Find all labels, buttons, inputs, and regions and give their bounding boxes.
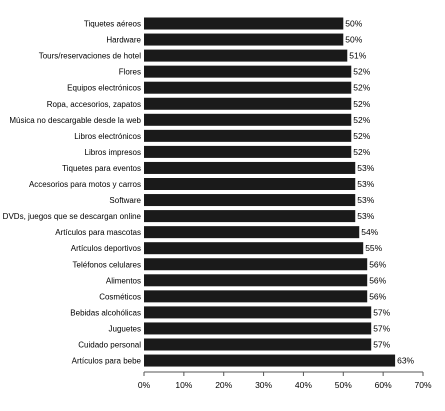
bar-21: [144, 354, 396, 367]
category-label-3: Flores: [119, 68, 141, 77]
bar-4: [144, 81, 352, 94]
value-label-19: 57%: [373, 323, 390, 333]
category-label-0: Tiquetes aéreos: [84, 20, 141, 29]
category-label-8: Libros impresos: [85, 148, 141, 157]
value-label-0: 50%: [345, 19, 362, 29]
bar-8: [144, 145, 352, 158]
category-labels: Tiquetes aéreos Hardware Tours/reservacion…: [0, 20, 142, 366]
value-label-12: 53%: [357, 211, 374, 221]
x-tick-label-2: 20%: [215, 380, 232, 390]
bar-9: [144, 161, 356, 174]
category-label-13: Artículos para mascotas: [55, 228, 141, 237]
bar-15: [144, 258, 368, 271]
x-tick-label-4: 40%: [295, 380, 312, 390]
bars-layer: [144, 17, 396, 367]
value-label-3: 52%: [353, 67, 370, 77]
value-label-7: 52%: [353, 131, 370, 141]
value-label-1: 50%: [345, 35, 362, 45]
category-label-19: Juguetes: [109, 324, 141, 333]
value-label-11: 53%: [357, 195, 374, 205]
value-label-15: 56%: [369, 259, 386, 269]
value-label-9: 53%: [357, 163, 374, 173]
x-axis: 0% 10% 20% 30% 40% 50% 60% 70%: [138, 371, 432, 390]
bar-20: [144, 338, 372, 351]
value-label-5: 52%: [353, 99, 370, 109]
x-tick-label-6: 60%: [375, 380, 392, 390]
bar-7: [144, 129, 352, 142]
category-label-12: Videos, DVDs, juegos que se descargan on…: [0, 212, 142, 221]
bar-18: [144, 306, 372, 319]
bar-5: [144, 97, 352, 110]
bar-1: [144, 33, 344, 46]
x-tick-label-1: 10%: [175, 380, 192, 390]
category-label-15: Teléfonos celulares: [73, 260, 141, 269]
category-label-6: Música no descargable desde la web: [9, 116, 141, 125]
value-label-10: 53%: [357, 179, 374, 189]
category-label-17: Cosméticos: [99, 292, 141, 301]
value-label-14: 55%: [365, 243, 382, 253]
x-tick-label-0: 0%: [138, 380, 151, 390]
x-tick-label-3: 30%: [255, 380, 272, 390]
value-label-2: 51%: [349, 51, 366, 61]
category-label-7: Libros electrónicos: [74, 132, 141, 141]
value-label-8: 52%: [353, 147, 370, 157]
bar-6: [144, 113, 352, 126]
value-label-4: 52%: [353, 83, 370, 93]
bar-0: [144, 17, 344, 30]
bar-11: [144, 194, 356, 207]
bar-12: [144, 210, 356, 223]
bar-13: [144, 226, 360, 239]
value-label-20: 57%: [373, 340, 390, 350]
category-label-20: Cuidado personal: [78, 341, 141, 350]
category-label-5: Ropa, accesorios, zapatos: [47, 100, 141, 109]
bar-10: [144, 178, 356, 190]
bar-19: [144, 322, 372, 335]
value-label-18: 57%: [373, 307, 390, 317]
value-labels: 50% 50% 51% 52% 52% 52% 52% 52% 52% 53% 53% 53% 53% 5…: [345, 19, 414, 366]
category-label-4: Equipos electrónicos: [67, 84, 141, 93]
x-tick-label-5: 50%: [335, 380, 352, 390]
x-tick-label-7: 70%: [414, 380, 431, 390]
category-label-10: Accesorios para motos y carros: [29, 180, 141, 189]
value-label-21: 63%: [397, 356, 414, 366]
bar-3: [144, 65, 352, 78]
category-label-2: Tours/reservaciones de hotel: [39, 52, 142, 61]
bar-14: [144, 242, 364, 255]
category-label-1: Hardware: [106, 36, 141, 45]
value-label-6: 52%: [353, 115, 370, 125]
bar-17: [144, 290, 368, 303]
value-label-13: 54%: [361, 227, 378, 237]
value-label-17: 56%: [369, 291, 386, 301]
bar-16: [144, 274, 368, 287]
category-label-14: Artículos deportivos: [71, 244, 141, 253]
category-label-21: Artículos para bebe: [72, 357, 142, 366]
bar-2: [144, 49, 348, 62]
category-label-16: Alimentos: [106, 276, 141, 285]
category-label-9: Tiquetes para eventos: [62, 164, 141, 173]
category-label-18: Bebidas alcohólicas: [70, 308, 141, 317]
value-label-16: 56%: [369, 275, 386, 285]
category-label-11: Software: [109, 196, 141, 205]
